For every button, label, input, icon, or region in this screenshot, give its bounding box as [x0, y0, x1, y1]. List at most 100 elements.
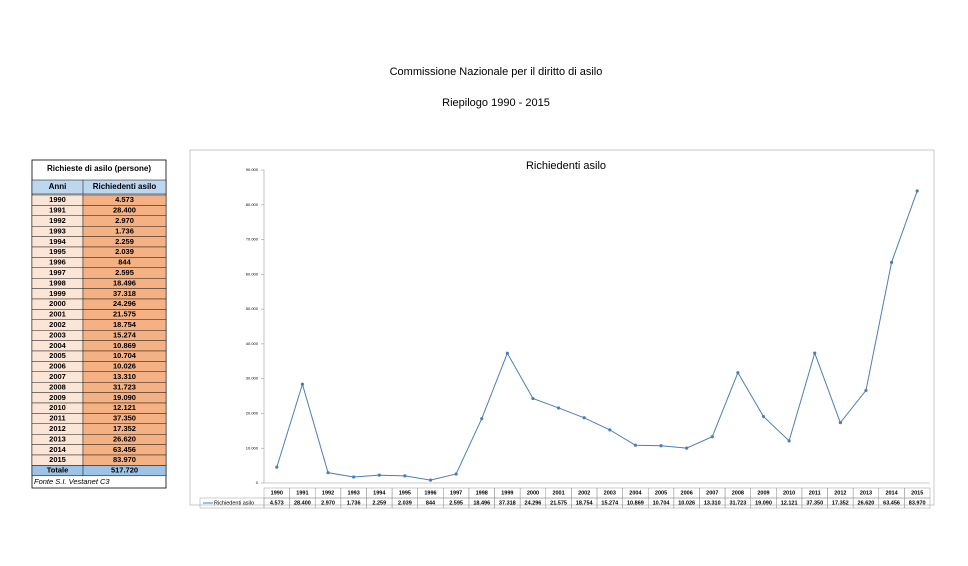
x-tick-label: 2013	[860, 490, 872, 496]
table-value: 15.274	[113, 330, 137, 339]
y-tick-label: 40.000	[246, 341, 259, 346]
line-point	[582, 416, 586, 420]
data-label: 12.121	[781, 500, 798, 506]
table-value: 37.318	[113, 289, 136, 298]
x-tick-label: 2014	[885, 490, 898, 496]
data-label: 10.869	[627, 500, 644, 506]
table-total-value: 517.720	[111, 466, 138, 475]
table-year: 1994	[49, 237, 67, 246]
table-value: 10.704	[113, 351, 137, 360]
data-label: 10.704	[653, 500, 671, 506]
line-point	[736, 371, 740, 375]
x-tick-label: 1995	[399, 490, 411, 496]
data-label: 63.456	[883, 500, 900, 506]
table-value: 844	[118, 258, 131, 267]
table-column-header: Richiedenti asilo	[93, 182, 157, 191]
x-tick-label: 2015	[911, 490, 923, 496]
line-point	[915, 189, 919, 193]
table-total-cell	[31, 465, 167, 477]
data-label: 13.310	[704, 500, 721, 506]
x-tick-label: 1993	[348, 490, 360, 496]
table-value: 18.754	[113, 320, 137, 329]
table-column-header: Anni	[49, 182, 67, 191]
table-year: 2009	[49, 393, 66, 402]
data-label: 31.723	[729, 500, 746, 506]
x-tick-label: 1996	[424, 490, 436, 496]
line-point	[685, 446, 689, 450]
x-tick-label: 2012	[834, 490, 846, 496]
table-year: 1991	[49, 206, 66, 215]
table-value: 2.039	[115, 247, 134, 256]
data-label: 17.352	[832, 500, 849, 506]
data-label: 24.296	[525, 500, 542, 506]
table-year: 2014	[49, 445, 67, 454]
table-year: 2013	[49, 434, 66, 443]
table-value: 4.573	[115, 195, 134, 204]
table-total-label: Totale	[47, 466, 69, 475]
y-tick-label: 0	[256, 480, 259, 485]
table-value: 12.121	[113, 403, 136, 412]
line-point	[813, 351, 817, 355]
table-year: 1993	[49, 226, 66, 235]
x-tick-label: 2009	[757, 490, 769, 496]
table-value: 19.090	[113, 393, 136, 402]
x-tick-label: 2001	[552, 490, 564, 496]
x-tick-label: 2002	[578, 490, 590, 496]
data-label: 1.736	[347, 500, 361, 506]
x-tick-label: 1998	[476, 490, 488, 496]
table-value: 10.026	[113, 362, 136, 371]
line-point	[352, 475, 356, 479]
line-point	[659, 444, 663, 448]
table-year: 1998	[49, 278, 66, 287]
y-tick-label: 60.000	[246, 271, 259, 276]
table-year: 2011	[49, 414, 65, 423]
line-point	[761, 415, 766, 419]
y-tick-label: 70.000	[246, 237, 259, 242]
data-label: 4.573	[270, 500, 284, 506]
data-label: 18.754	[576, 500, 594, 506]
line-point	[787, 439, 791, 443]
x-tick-label: 2000	[527, 490, 539, 496]
x-tick-label: 2010	[783, 490, 795, 496]
chart-title: Richiedenti asilo	[526, 160, 606, 172]
data-label: 18.496	[473, 500, 490, 506]
table-value: 37.350	[113, 414, 136, 423]
table-value: 2.259	[115, 237, 134, 246]
table-value: 2.970	[115, 216, 134, 225]
table-year: 2001	[49, 310, 66, 319]
line-point	[300, 382, 305, 386]
line-point	[480, 417, 484, 421]
y-tick-label: 30.000	[246, 376, 259, 381]
table-year: 2012	[49, 424, 66, 433]
x-tick-label: 2007	[706, 490, 718, 496]
table-year: 1996	[49, 258, 66, 267]
data-label: 10.026	[678, 500, 695, 506]
table-year: 1995	[49, 247, 66, 256]
table-value: 17.352	[113, 424, 136, 433]
table-year: 2002	[49, 320, 66, 329]
table-value: 26.620	[113, 434, 136, 443]
page-title: Commissione Nazionale per il diritto di …	[390, 66, 603, 78]
data-label: 28.400	[294, 500, 311, 506]
table-value: 21.575	[113, 310, 136, 319]
legend-label: Richiedenti asilo	[214, 500, 254, 506]
line-point	[377, 473, 381, 477]
x-tick-label: 2004	[629, 490, 642, 496]
table-year: 2004	[49, 341, 67, 350]
data-label: 2.039	[398, 500, 412, 506]
table-source: Fonte S.I. Vestanet C3	[34, 477, 110, 486]
data-label: 844	[426, 500, 436, 506]
table-year: 2006	[49, 362, 66, 371]
table-value: 10.869	[113, 341, 136, 350]
x-tick-label: 2011	[809, 490, 821, 496]
line-point	[889, 260, 894, 264]
table-value: 18.496	[113, 278, 136, 287]
data-label: 2.970	[321, 500, 335, 506]
y-tick-label: 80.000	[246, 202, 259, 207]
line-point	[326, 471, 330, 475]
line-point	[608, 428, 612, 432]
table-header-cell	[31, 179, 167, 195]
table-year: 2007	[49, 372, 66, 381]
